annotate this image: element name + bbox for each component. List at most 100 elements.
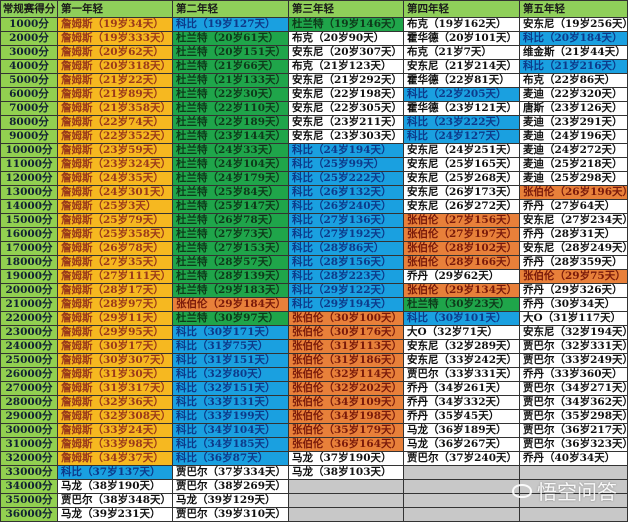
score-cell: 29000分	[0, 409, 58, 424]
score-cell: 36000分	[0, 507, 58, 522]
player-cell: 马龙（39岁129天）	[172, 493, 289, 508]
score-cell: 33000分	[0, 465, 58, 480]
score-cell: 26000分	[0, 367, 58, 382]
player-cell: 詹姆斯（29岁95天）	[57, 325, 173, 340]
player-cell: 张伯伦（34岁198天）	[288, 409, 404, 424]
player-cell: 唐斯（23岁126天）	[519, 101, 628, 116]
player-cell: 詹姆斯（25岁358天）	[57, 227, 173, 242]
player-cell: 杜兰特（30岁23天）	[403, 297, 520, 312]
table-row: 16000分 詹姆斯（25岁358天） 杜兰特（27岁73天） 科比（27岁192天）…	[0, 227, 628, 242]
player-cell: 维金斯（21岁44天）	[519, 45, 628, 60]
player-cell: 乔丹（27岁64天）	[519, 199, 628, 214]
player-cell: 詹姆斯（20岁62天）	[57, 45, 173, 60]
table-row: 1000分 詹姆斯（19岁34天） 科比（19岁127天） 杜兰特（19岁146天）布…	[0, 17, 628, 32]
player-cell: 乔丹（33岁360天）	[519, 367, 628, 382]
score-cell: 28000分	[0, 395, 58, 410]
score-cell: 32000分	[0, 451, 58, 466]
player-cell: 安东尼（32岁194天）	[519, 325, 628, 340]
score-cell: 35000分	[0, 493, 58, 508]
player-cell: 科比（30岁171天）	[172, 325, 289, 340]
player-cell: 杜兰特（24岁104天）	[172, 157, 289, 172]
header-3rd-youngest: 第三年轻	[288, 0, 404, 18]
table-row: 35000分 贾巴尔（38岁348天） 马龙（39岁129天）	[0, 493, 628, 508]
player-cell: 安东尼（33岁242天）	[403, 353, 520, 368]
player-cell: 科比（31岁151天）	[172, 353, 289, 368]
player-cell: 马龙（36岁267天）	[403, 437, 520, 452]
score-cell: 27000分	[0, 381, 58, 396]
table-row: 7000分 詹姆斯（21岁358天） 杜兰特（22岁110天） 安东尼（22岁305天…	[0, 101, 628, 116]
player-cell: 贾巴尔（38岁348天）	[57, 493, 173, 508]
player-cell: 科比（36岁87天）	[172, 451, 289, 466]
table-row: 12000分 詹姆斯（24岁35天） 杜兰特（24岁179天） 科比（25岁222天）…	[0, 171, 628, 186]
score-cell: 8000分	[0, 115, 58, 130]
header-1st-youngest: 第一年轻	[57, 0, 173, 18]
player-cell: 乔丹（30岁34天）	[519, 297, 628, 312]
player-cell: 乔丹（40岁34天）	[519, 451, 628, 466]
player-cell: 詹姆斯（25岁79天）	[57, 213, 173, 228]
player-cell: 杜兰特（22岁189天）	[172, 115, 289, 130]
table-row: 13000分 詹姆斯（24岁301天） 杜兰特（25岁84天） 科比（26岁132天）…	[0, 185, 628, 200]
score-cell: 18000分	[0, 255, 58, 270]
player-cell: 安东尼（20岁307天）	[288, 45, 404, 60]
score-cell: 21000分	[0, 297, 58, 312]
player-cell	[288, 493, 404, 508]
player-cell: 乔丹（29岁62天）	[403, 269, 520, 284]
player-cell: 大O（32岁71天）	[403, 325, 520, 340]
player-cell: 安东尼（26岁272天）	[403, 199, 520, 214]
player-cell: 科比（27岁192天）	[288, 227, 404, 242]
player-cell: 乔丹（29岁326天）	[519, 283, 628, 298]
player-cell: 张伯伦（34岁109天）	[288, 395, 404, 410]
table-row: 28000分 詹姆斯（32岁36天） 科比（33岁131天） 张伯伦（34岁109天）…	[0, 395, 628, 410]
player-cell: 麦迪（24岁272天）	[519, 143, 628, 158]
player-cell: 张伯伦（27岁156天）	[403, 213, 520, 228]
player-cell: 詹姆斯（21岁358天）	[57, 101, 173, 116]
player-cell: 贾巴尔（39岁310天）	[172, 507, 289, 522]
player-cell: 安东尼（21岁292天）	[288, 73, 404, 88]
score-cell: 16000分	[0, 227, 58, 242]
header-5th-youngest: 第五年轻	[519, 0, 628, 18]
player-cell: 詹姆斯（33岁98天）	[57, 437, 173, 452]
table-row: 20000分 詹姆斯（28岁17天） 杜兰特（29岁183天） 科比（29岁122天）…	[0, 283, 628, 298]
player-cell: 詹姆斯（20岁318天）	[57, 59, 173, 74]
player-cell: 科比（22岁205天）	[403, 87, 520, 102]
player-cell: 杜兰特（21岁133天）	[172, 73, 289, 88]
player-cell: 麦迪（25岁298天）	[519, 171, 628, 186]
player-cell: 科比（29岁194天）	[288, 297, 404, 312]
player-cell: 詹姆斯（33岁24天）	[57, 423, 173, 438]
player-cell: 詹姆斯（24岁35天）	[57, 171, 173, 186]
player-cell: 科比（34岁185天）	[172, 437, 289, 452]
player-cell: 科比（28岁86天）	[288, 241, 404, 256]
player-cell	[403, 507, 520, 522]
player-cell: 科比（19岁127天）	[172, 17, 289, 32]
table-row: 21000分 詹姆斯（28岁97天） 张伯伦（29岁184天） 科比（29岁194天）…	[0, 297, 628, 312]
player-cell	[519, 465, 628, 480]
table-row: 23000分 詹姆斯（29岁95天） 科比（30岁171天） 张伯伦（30岁176天）…	[0, 325, 628, 340]
score-cell: 19000分	[0, 269, 58, 284]
player-cell: 杜兰特（24岁33天）	[172, 143, 289, 158]
table-row: 17000分 詹姆斯（26岁78天） 杜兰特（27岁153天） 科比（28岁86天）张…	[0, 241, 628, 256]
player-cell: 詹姆斯（19岁333天）	[57, 31, 173, 46]
player-cell: 安东尼（22岁198天）	[288, 87, 404, 102]
player-cell: 杜兰特（25岁84天）	[172, 185, 289, 200]
score-cell: 17000分	[0, 241, 58, 256]
table-row: 30000分 詹姆斯（33岁24天） 科比（34岁104天） 张伯伦（35岁179天）…	[0, 423, 628, 438]
player-cell: 科比（34岁104天）	[172, 423, 289, 438]
player-cell: 詹姆斯（28岁17天）	[57, 283, 173, 298]
player-cell: 詹姆斯（29岁11天）	[57, 311, 173, 326]
player-cell: 张伯伦（29岁75天）	[519, 269, 628, 284]
player-cell: 安东尼（19岁256天）	[519, 17, 628, 32]
table-row: 6000分 詹姆斯（21岁89天） 杜兰特（22岁30天） 安东尼（22岁198天）科…	[0, 87, 628, 102]
player-cell: 科比（32岁80天）	[172, 367, 289, 382]
table-row: 27000分 詹姆斯（31岁317天） 科比（32岁151天） 张伯伦（32岁202天…	[0, 381, 628, 396]
player-cell: 杜兰特（21岁66天）	[172, 59, 289, 74]
header-row: 常规赛得分 第一年轻 第二年轻 第三年轻 第四年轻 第五年轻	[0, 0, 628, 18]
player-cell: 杜兰特（25岁147天）	[172, 199, 289, 214]
player-cell: 詹姆斯（34岁37天）	[57, 451, 173, 466]
player-cell: 科比（37岁137天）	[57, 465, 173, 480]
player-cell: 詹姆斯（21岁22天）	[57, 73, 173, 88]
player-cell: 安东尼（21岁214天）	[403, 59, 520, 74]
player-cell: 霍华德（22岁81天）	[403, 73, 520, 88]
player-cell: 杜兰特（20岁61天）	[172, 31, 289, 46]
header-4th-youngest: 第四年轻	[403, 0, 520, 18]
player-cell: 安东尼（28岁249天）	[519, 241, 628, 256]
